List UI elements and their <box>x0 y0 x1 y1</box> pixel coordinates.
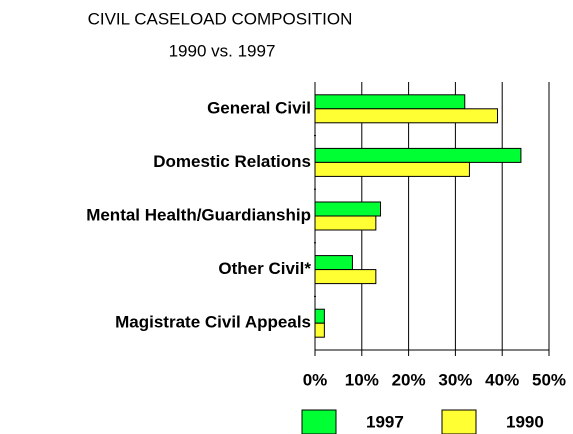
y-tick-label: Mental Health/Guardianship <box>86 205 311 224</box>
x-tick-label: 0% <box>303 370 328 389</box>
x-tick-label: 50% <box>532 370 566 389</box>
bar <box>314 269 377 285</box>
bar <box>314 161 470 177</box>
x-tick-label: 10% <box>345 370 379 389</box>
bar <box>314 201 382 217</box>
y-tick-label: Other Civil* <box>218 259 311 278</box>
x-tick-label: 40% <box>485 370 519 389</box>
bar <box>314 255 353 271</box>
bar <box>314 94 466 110</box>
y-tick-label: Magistrate Civil Appeals <box>115 313 311 332</box>
y-tick-label: General Civil <box>207 98 311 117</box>
legend-label: 1997 <box>366 412 404 431</box>
legend-label: 1990 <box>506 412 544 431</box>
x-tick-label: 20% <box>392 370 426 389</box>
bar <box>314 322 325 338</box>
chart-title: CIVIL CASELOAD COMPOSITION <box>88 9 353 28</box>
bar <box>314 108 499 124</box>
x-tick-label: 30% <box>438 370 472 389</box>
bar <box>314 147 522 163</box>
chart-subtitle: 1990 vs. 1997 <box>169 41 276 60</box>
bar <box>314 308 325 324</box>
y-tick-label: Domestic Relations <box>153 152 311 171</box>
legend-swatch <box>441 409 477 434</box>
bar <box>314 215 377 231</box>
legend-swatch <box>301 409 337 434</box>
